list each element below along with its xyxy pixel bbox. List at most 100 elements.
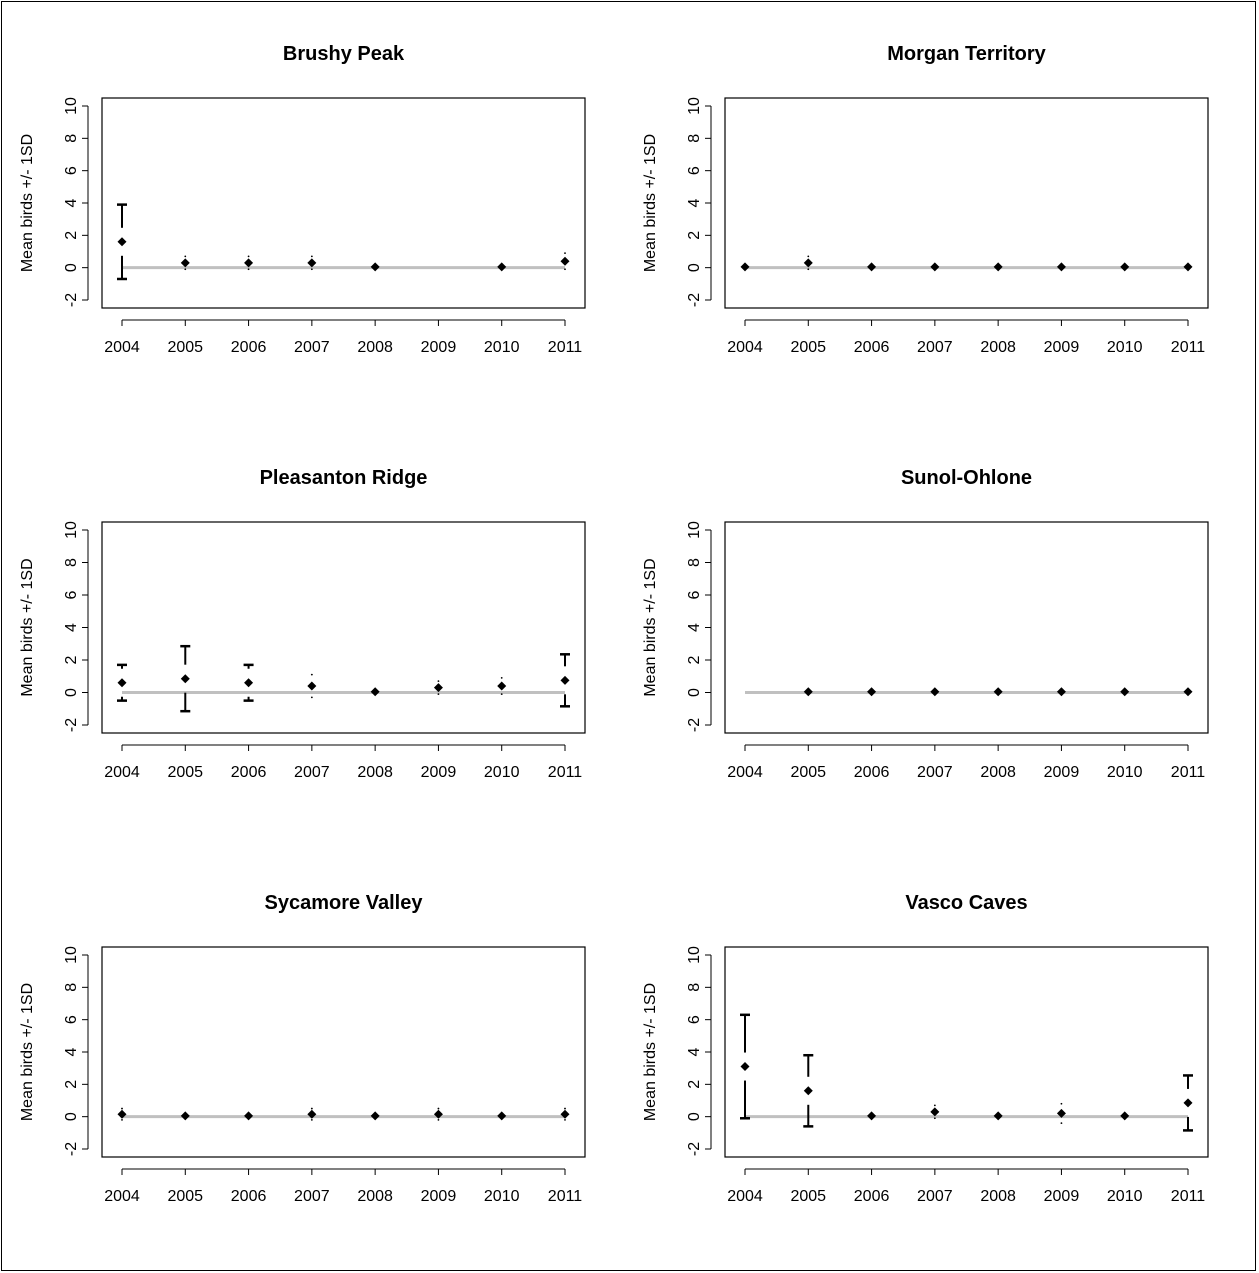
plot-area — [724, 97, 1209, 309]
error-bar-lower — [933, 1117, 936, 1120]
data-point — [740, 262, 750, 272]
data-point — [803, 1086, 813, 1096]
y-tick-label: 8 — [686, 558, 703, 567]
data-point — [433, 1109, 443, 1119]
x-tick-label: 2010 — [484, 764, 520, 781]
data-point — [497, 262, 507, 272]
data-point — [1120, 1111, 1130, 1121]
y-tick-label: 0 — [63, 263, 80, 272]
error-bar-upper — [807, 255, 810, 258]
y-tick-label: 4 — [686, 198, 703, 207]
y-tick-label: 0 — [686, 1112, 703, 1121]
data-point — [307, 681, 317, 691]
chart-title: Sycamore Valley — [265, 892, 424, 914]
y-tick-label: 8 — [686, 983, 703, 992]
y-tick-label: 2 — [686, 231, 703, 240]
y-tick-label: 4 — [686, 1047, 703, 1056]
data-point — [497, 1111, 507, 1121]
data-point — [244, 1111, 254, 1121]
x-tick-label: 2007 — [917, 1188, 953, 1205]
data-point — [993, 1111, 1003, 1121]
y-tick-label: 8 — [63, 558, 80, 567]
y-tick-label: 4 — [63, 198, 80, 207]
y-tick-label: -2 — [63, 1142, 80, 1156]
y-tick-label: 10 — [686, 946, 703, 964]
x-tick-label: 2005 — [790, 764, 826, 781]
x-tick-label: 2006 — [231, 339, 267, 356]
x-tick-label: 2011 — [548, 339, 583, 356]
x-tick-label: 2005 — [790, 339, 826, 356]
data-point — [180, 674, 190, 684]
x-tick-label: 2006 — [854, 1188, 890, 1205]
error-bar-upper — [437, 680, 440, 683]
error-bar-upper — [500, 676, 503, 679]
plot-area — [101, 521, 586, 734]
data-point — [370, 1111, 380, 1121]
y-tick-label: 6 — [63, 590, 80, 599]
y-tick-label: 2 — [686, 655, 703, 664]
y-tick-label: 6 — [63, 1015, 80, 1024]
x-tick-label: 2008 — [357, 1188, 393, 1205]
x-tick-label: 2007 — [294, 339, 330, 356]
y-tick-label: 6 — [63, 166, 80, 175]
data-point — [560, 675, 570, 685]
y-tick-label: -2 — [686, 1142, 703, 1156]
error-bar-lower — [564, 268, 566, 271]
x-tick-label: 2007 — [917, 339, 953, 356]
data-point — [1056, 262, 1066, 272]
error-bar-lower — [184, 268, 187, 271]
chart-title: Vasco Caves — [905, 892, 1027, 914]
error-bar-lower — [247, 268, 250, 271]
error-bar-lower — [807, 268, 810, 271]
data-point — [117, 1109, 127, 1119]
x-tick-label: 2011 — [1171, 764, 1206, 781]
plot-area — [101, 97, 586, 309]
y-tick-label: 4 — [686, 623, 703, 632]
x-tick-label: 2008 — [980, 1188, 1016, 1205]
data-point — [1120, 262, 1130, 272]
error-bar-upper — [121, 1107, 123, 1110]
y-tick-label: 10 — [63, 97, 80, 115]
x-tick-label: 2009 — [421, 1188, 457, 1205]
x-tick-label: 2010 — [1107, 1188, 1143, 1205]
data-point — [117, 678, 127, 688]
y-axis-label: Mean birds +/- 1SD — [642, 558, 659, 696]
error-bar-lower — [564, 1119, 566, 1121]
y-tick-label: 6 — [686, 166, 703, 175]
y-tick-label: -2 — [686, 293, 703, 307]
x-tick-label: 2009 — [1044, 764, 1080, 781]
y-tick-label: 0 — [686, 263, 703, 272]
x-tick-label: 2009 — [421, 339, 457, 356]
x-tick-label: 2005 — [167, 1188, 203, 1205]
y-tick-label: 2 — [63, 231, 80, 240]
data-point — [307, 1109, 317, 1119]
chart-panel-4: Sunol-Ohlone -2 0 2 4 6 8 10 Mean birds +/- 1SD 2… — [642, 467, 1209, 781]
data-point — [1056, 1108, 1066, 1118]
x-tick-label: 2011 — [1171, 1188, 1206, 1205]
y-tick-label: 0 — [63, 688, 80, 697]
data-point — [1183, 687, 1193, 697]
plot-area — [101, 946, 586, 1158]
y-tick-label: 10 — [63, 946, 80, 964]
x-tick-label: 2008 — [980, 339, 1016, 356]
chart-title: Brushy Peak — [283, 43, 405, 65]
plot-area — [724, 946, 1209, 1158]
error-bar-lower — [437, 1119, 440, 1121]
y-tick-label: 10 — [63, 521, 80, 539]
y-axis-label: Mean birds +/- 1SD — [19, 558, 36, 696]
x-tick-label: 2008 — [980, 764, 1016, 781]
x-tick-label: 2011 — [1171, 339, 1206, 356]
error-bar-upper — [437, 1107, 440, 1110]
chart-panel-6: Vasco Caves -2 0 2 4 6 8 10 Mean birds +/- 1SD 20… — [642, 892, 1209, 1205]
chart-panel-3: Pleasanton Ridge -2 0 2 4 6 8 10 Mean birds +/- … — [19, 467, 586, 781]
data-point — [740, 1062, 750, 1072]
data-point — [867, 687, 877, 697]
data-point — [803, 687, 813, 697]
x-tick-label: 2006 — [854, 339, 890, 356]
y-tick-label: 8 — [63, 983, 80, 992]
y-tick-label: 4 — [63, 1047, 80, 1056]
y-axis-label: Mean birds +/- 1SD — [642, 134, 659, 272]
y-tick-label: 8 — [63, 134, 80, 143]
y-axis-label: Mean birds +/- 1SD — [19, 134, 36, 272]
